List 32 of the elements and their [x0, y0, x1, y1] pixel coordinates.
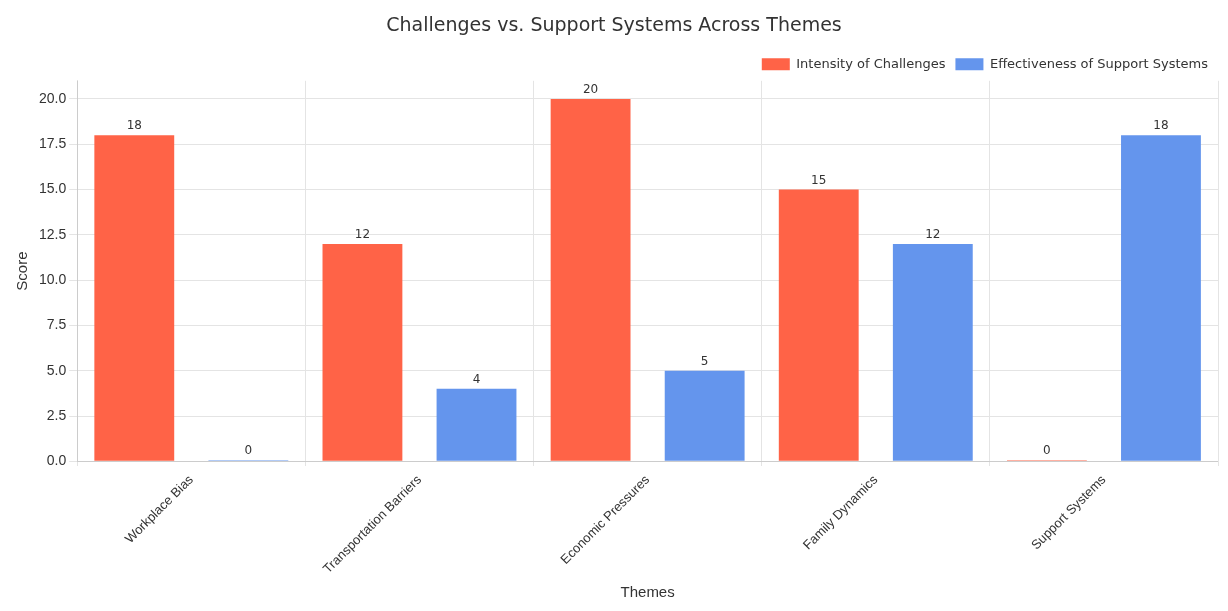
bar — [892, 243, 973, 461]
y-tick-label: 0.0 — [46, 452, 67, 469]
y-tick-label: 7.5 — [46, 316, 67, 333]
data-label: 20 — [582, 82, 599, 97]
y-tick-label: 10.0 — [39, 270, 67, 287]
data-label: 12 — [925, 227, 941, 241]
y-axis-title: Score — [13, 251, 31, 291]
bar — [322, 243, 403, 461]
data-label: 5 — [700, 353, 709, 368]
data-label: 18 — [126, 118, 142, 133]
bar — [94, 135, 175, 461]
data-label: 0 — [1043, 443, 1051, 458]
y-tick-label: 15.0 — [39, 180, 67, 197]
bar — [550, 98, 631, 461]
data-label: 0 — [244, 443, 253, 458]
data-label: 18 — [1153, 118, 1169, 133]
data-label: 12 — [354, 227, 371, 241]
legend-label: Intensity of Challenges — [796, 55, 946, 71]
bar — [1121, 135, 1201, 461]
bar — [664, 370, 745, 461]
bar — [436, 388, 517, 461]
legend-label: Effectiveness of Support Systems — [989, 55, 1209, 71]
y-tick-label: 20.0 — [39, 89, 67, 106]
data-label: 15 — [811, 172, 827, 187]
x-axis-title: Themes — [620, 583, 675, 601]
y-tick-label: 17.5 — [39, 135, 67, 152]
chart-title: Challenges vs. Support Systems Across Themes — [386, 13, 842, 36]
y-tick-label: 12.5 — [39, 225, 67, 242]
data-label: 4 — [472, 371, 481, 386]
bar — [778, 189, 859, 461]
y-tick-label: 5.0 — [46, 361, 67, 378]
y-tick-label: 2.5 — [46, 406, 67, 423]
